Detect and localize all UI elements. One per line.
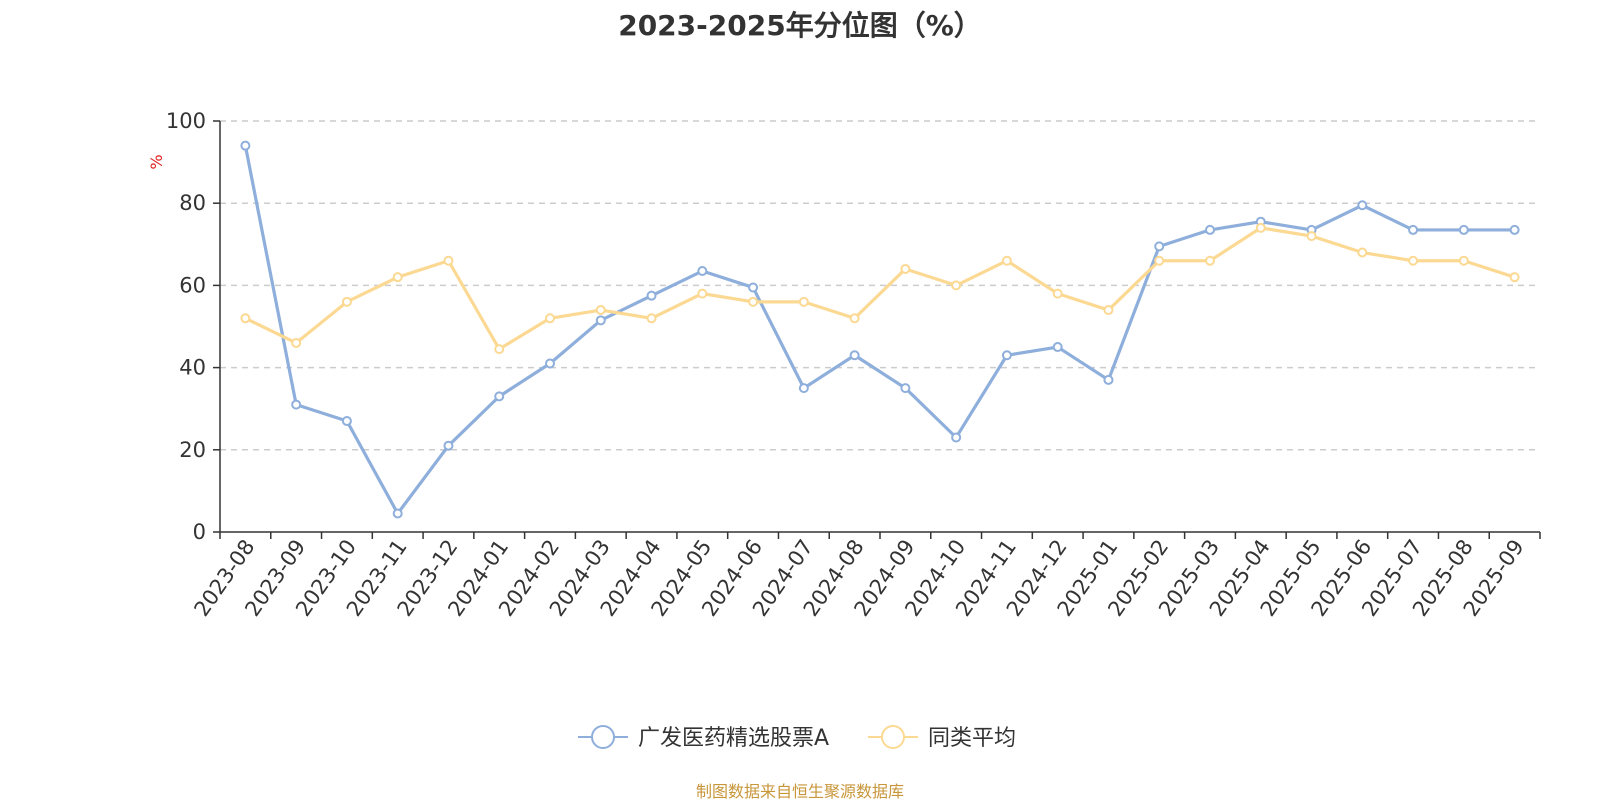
data-point [1306, 231, 1317, 242]
data-point [1408, 224, 1419, 235]
data-point [1205, 224, 1215, 235]
data-point [900, 263, 911, 274]
data-point [494, 391, 505, 402]
data-point [1001, 255, 1012, 266]
data-point [798, 296, 809, 307]
data-point [1052, 342, 1063, 353]
data-point [748, 282, 759, 293]
data-point [849, 313, 860, 324]
data-point [748, 296, 759, 307]
data-point [1154, 241, 1165, 252]
chart-title: 2023-2025年分位图（%） [618, 9, 982, 42]
data-point [951, 280, 962, 291]
data-point [341, 296, 352, 307]
grid-lines [220, 120, 1540, 451]
data-point [1458, 255, 1469, 266]
data-point [798, 383, 809, 394]
y-axis-label: % [147, 154, 166, 169]
data-point [443, 440, 454, 451]
data-point [443, 255, 454, 266]
data-point [341, 416, 352, 427]
data-point [1154, 255, 1165, 266]
data-point [697, 266, 708, 277]
data-point [1205, 255, 1215, 266]
legend-marker [881, 725, 905, 749]
y-tick-label: 40 [179, 356, 206, 380]
series-line-0 [243, 145, 1515, 516]
data-point [291, 337, 302, 348]
data-point [849, 350, 860, 361]
data-point [1509, 224, 1520, 235]
legend-item-1[interactable]: 同类平均 [868, 725, 1016, 751]
data-point [1509, 272, 1520, 283]
source-note: 制图数据来自恒生聚源数据库 [695, 782, 904, 801]
legend-item-0[interactable]: 广发医药精选股票A [578, 725, 829, 751]
y-tick-label: 100 [166, 109, 206, 133]
data-point [900, 383, 911, 394]
y-tick-label: 80 [179, 191, 206, 215]
legend-marker [591, 725, 615, 749]
data-point [646, 313, 657, 324]
data-point [595, 315, 606, 326]
data-point [392, 508, 403, 519]
data-point [1255, 222, 1266, 233]
y-tick-label: 0 [193, 520, 206, 544]
data-point [646, 290, 657, 301]
data-point [1052, 288, 1063, 299]
data-point [1103, 305, 1114, 316]
data-point [545, 358, 555, 369]
data-point [240, 313, 251, 324]
data-point [392, 272, 403, 283]
data-point [1001, 350, 1012, 361]
y-tick-label: 20 [179, 438, 206, 462]
data-point [1357, 200, 1368, 211]
data-point [595, 305, 606, 316]
series [240, 140, 1520, 519]
data-point [1103, 374, 1114, 385]
data-point [494, 344, 505, 355]
legend-label: 同类平均 [928, 726, 1016, 751]
data-point [291, 399, 302, 410]
series-line-1 [244, 226, 1516, 351]
data-point [1357, 247, 1368, 258]
data-point [1458, 224, 1469, 235]
data-point [951, 432, 962, 443]
data-point [697, 288, 708, 299]
y-tick-label: 60 [179, 273, 206, 297]
data-point [1408, 255, 1419, 266]
axes: 020406080100%2023-082023-092023-102023-1… [147, 109, 1541, 621]
data-point [545, 313, 555, 324]
legend-label: 广发医药精选股票A [638, 726, 829, 751]
legend[interactable]: 广发医药精选股票A 同类平均 [578, 725, 1016, 751]
data-point [240, 140, 251, 151]
